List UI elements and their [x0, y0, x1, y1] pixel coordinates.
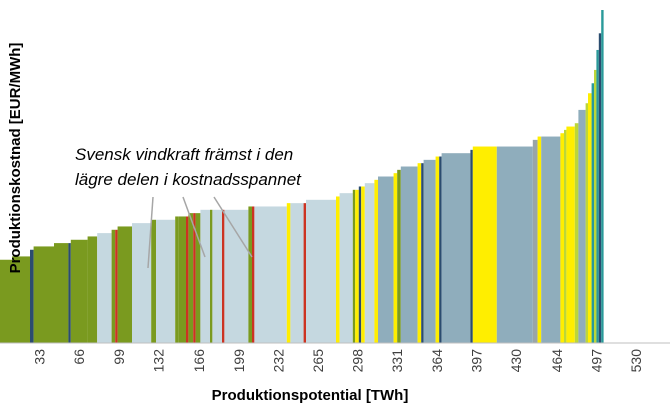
- bar-segment-9: [97, 233, 112, 343]
- bar-segment-40: [364, 183, 375, 343]
- x-tick-label-99: 99: [111, 349, 127, 365]
- bar-segment-8: [87, 236, 98, 343]
- bar-segment-65: [591, 83, 594, 343]
- x-tick-label-199: 199: [231, 349, 247, 373]
- bar-segment-54: [496, 146, 533, 343]
- bar-segment-6: [68, 243, 71, 343]
- bar-segment-63: [585, 103, 588, 344]
- annotation-line-2: lägre delen i kostnadsspannet: [75, 170, 302, 189]
- bar-segment-43: [393, 173, 398, 343]
- bar-segment-4: [33, 246, 54, 343]
- bar-segment-47: [421, 163, 424, 343]
- bar-segment-20: [193, 213, 196, 343]
- bar-segment-13: [132, 223, 152, 343]
- bar-segment-22: [200, 209, 210, 343]
- bar-segment-32: [303, 203, 306, 343]
- annotation-line-1: Svensk vindkraft främst i den: [75, 145, 293, 164]
- bar-segment-3: [30, 249, 34, 343]
- annotation-leader-2: [182, 196, 206, 258]
- x-tick-label-430: 430: [508, 349, 524, 373]
- bar-segment-33: [306, 199, 336, 343]
- bar-segment-19: [188, 213, 194, 343]
- bar-segment-14: [151, 219, 156, 343]
- bar-segment-44: [397, 169, 401, 343]
- bar-segment-41: [374, 179, 378, 343]
- bar-segment-60: [566, 126, 575, 343]
- x-tick-label-265: 265: [310, 349, 326, 373]
- bar-segment-57: [541, 136, 561, 343]
- bar-segment-36: [352, 189, 356, 343]
- bar-segment-67: [596, 49, 599, 344]
- bar-segment-1: [0, 259, 12, 343]
- bar-segment-56: [537, 136, 542, 343]
- bars-group: [0, 10, 604, 344]
- x-tick-label-166: 166: [191, 349, 207, 373]
- bar-segment-46: [417, 163, 422, 343]
- bar-segment-51: [441, 153, 471, 343]
- annotation-leader-3: [213, 196, 253, 258]
- x-tick-label-464: 464: [549, 349, 565, 373]
- x-tick-label-132: 132: [150, 349, 166, 373]
- bar-segment-7: [70, 239, 88, 343]
- bar-segment-10: [111, 229, 116, 343]
- bar-segment-25: [222, 209, 225, 343]
- bar-segment-58: [560, 133, 564, 343]
- bar-segment-39: [361, 186, 365, 343]
- bar-segment-16: [175, 216, 179, 343]
- bar-segment-24: [212, 209, 222, 343]
- bar-segment-38: [358, 186, 362, 343]
- x-tick-label-232: 232: [270, 349, 286, 373]
- bar-segment-37: [355, 189, 359, 343]
- x-tick-labels: 33 66 99 132 166 199 232 265 298 331 364 397 430 464 4…: [32, 349, 644, 373]
- x-tick-label-298: 298: [350, 349, 366, 373]
- bar-segment-11: [115, 229, 118, 343]
- x-tick-label-33: 33: [32, 349, 48, 365]
- bar-segment-53: [472, 146, 497, 343]
- y-axis-title: Produktionskostnad [EUR/MWh]: [7, 43, 24, 274]
- bar-segment-31: [290, 203, 304, 343]
- bar-segment-2: [12, 256, 30, 343]
- bar-segment-68: [598, 33, 602, 344]
- bar-segment-15: [156, 219, 176, 343]
- bar-segment-62: [578, 109, 586, 344]
- bar-segment-59: [564, 129, 567, 343]
- bar-segment-5: [54, 243, 69, 343]
- bar-segment-50: [439, 156, 442, 343]
- bar-segment-52: [470, 149, 473, 343]
- bar-segment-30: [286, 203, 291, 343]
- bar-segment-42: [378, 176, 394, 343]
- bar-segment-27: [248, 206, 252, 343]
- x-tick-label-364: 364: [429, 349, 445, 373]
- annotation-leader-1: [147, 196, 154, 269]
- bar-segment-23: [210, 209, 213, 343]
- bar-segment-34: [336, 196, 340, 343]
- x-axis-title: Produktionspotential [TWh]: [212, 387, 409, 404]
- x-tick-label-530: 530: [628, 349, 644, 373]
- bar-segment-66: [594, 69, 597, 343]
- bar-segment-29: [254, 206, 287, 343]
- bar-segment-64: [588, 93, 592, 343]
- bar-segment-35: [339, 193, 353, 343]
- bar-segment-45: [400, 166, 418, 343]
- x-tick-label-66: 66: [71, 349, 87, 365]
- x-tick-label-397: 397: [468, 349, 484, 373]
- bar-segment-28: [252, 206, 255, 343]
- annotation-leaders: [147, 196, 253, 269]
- bar-segment-17: [178, 216, 186, 343]
- bar-segment-48: [423, 159, 436, 343]
- bar-segment-26: [224, 209, 249, 343]
- bar-segment-61: [574, 123, 579, 343]
- bar-segment-55: [532, 139, 538, 343]
- bar-segment-21: [195, 213, 201, 343]
- bar-segment-12: [117, 226, 132, 343]
- bar-segment-49: [435, 156, 440, 343]
- bar-segment-69: [601, 10, 604, 343]
- bar-segment-18: [186, 216, 189, 343]
- x-tick-label-497: 497: [588, 349, 604, 373]
- x-tick-label-331: 331: [389, 349, 405, 373]
